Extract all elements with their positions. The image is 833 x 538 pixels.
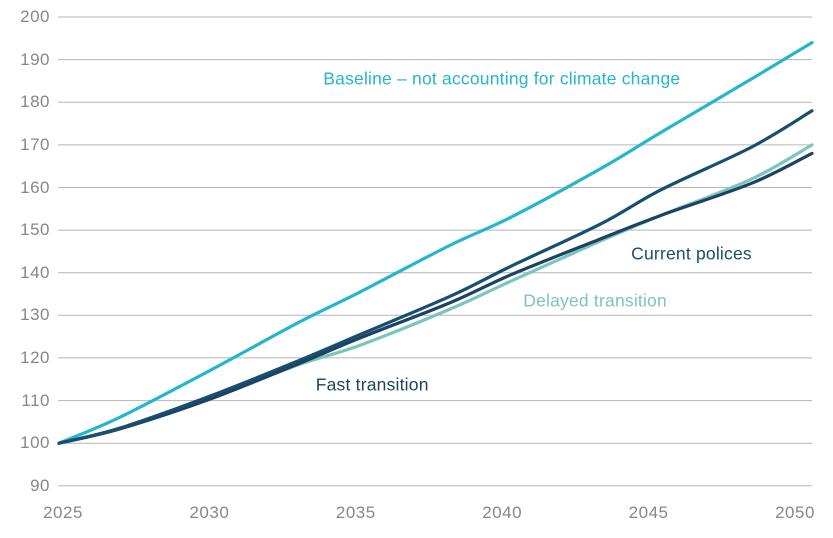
y-tick-190: 190 [20,49,50,69]
y-tick-160: 160 [20,177,50,197]
series-label-delayed-transition: Delayed transition [523,290,667,311]
x-tick-2035: 2035 [335,503,376,522]
series-label-baseline: Baseline – not accounting for climate ch… [323,68,681,89]
y-tick-130: 130 [20,305,50,325]
y-tick-120: 120 [20,347,50,367]
x-tick-2030: 2030 [189,503,230,522]
x-tick-2050: 2050 [775,503,815,522]
y-tick-140: 140 [20,262,50,282]
series-line-delayed-transition [57,143,814,445]
y-tick-200: 200 [20,7,50,26]
series-line-baseline [57,41,814,445]
y-tick-150: 150 [20,220,50,240]
series-label-fast-transition: Fast transition [315,374,429,395]
series-line-fast-transition [57,151,814,445]
x-tick-2040: 2040 [482,503,523,522]
series-label-current-polices: Current polices [631,243,752,264]
x-tick-2045: 2045 [628,503,669,522]
y-tick-90: 90 [30,475,50,495]
y-tick-110: 110 [21,390,50,410]
series-line-current-polices [57,109,814,445]
y-tick-180: 180 [20,92,50,112]
y-tick-100: 100 [20,433,50,453]
y-tick-170: 170 [20,134,50,154]
x-tick-2025: 2025 [43,503,83,522]
